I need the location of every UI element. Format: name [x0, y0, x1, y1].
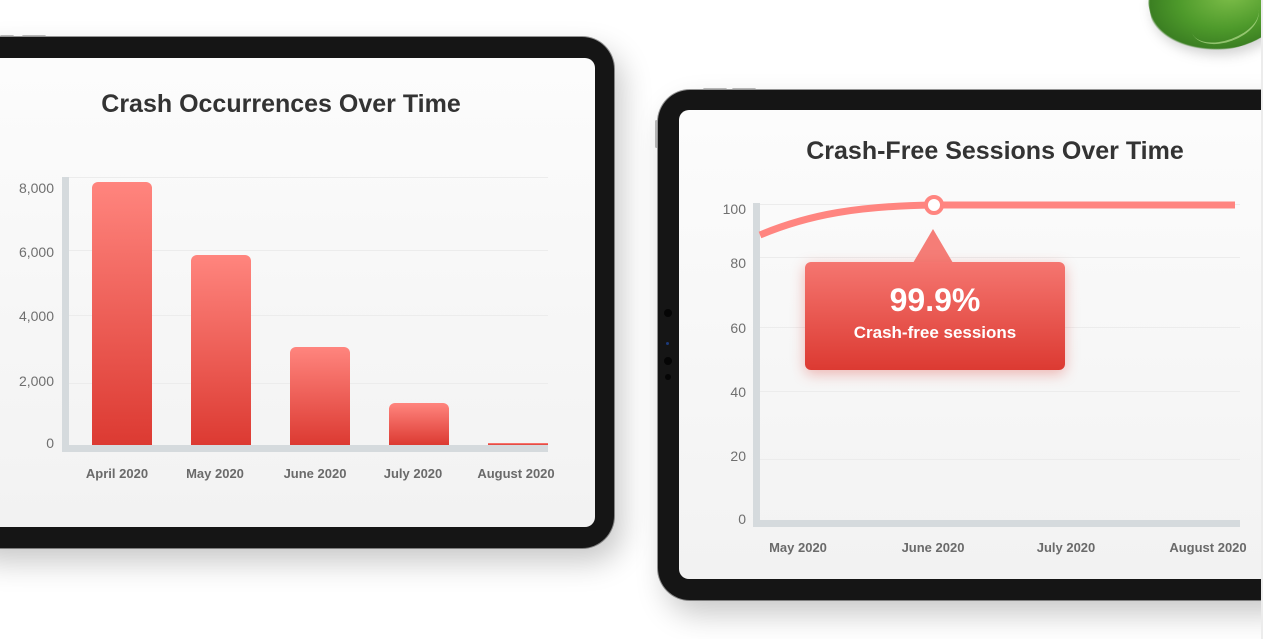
y-tick-label: 40 [730, 384, 746, 400]
tooltip-label: Crash-free sessions [853, 323, 1017, 342]
right-chart-title: Crash-Free Sessions Over Time [806, 137, 1184, 165]
y-axis [62, 177, 69, 452]
tablet-side-button [655, 120, 658, 148]
y-tick-label: 4,000 [18, 308, 54, 324]
x-tick-label: August 2020 [1169, 540, 1247, 555]
bar-august-2020[interactable] [488, 443, 548, 445]
y-tick-label: 60 [730, 320, 746, 336]
crash-free-tooltip: 99.9% Crash-free sessions [805, 262, 1065, 370]
tablet-top-button [22, 35, 46, 38]
tablet-top-button [732, 88, 756, 91]
bar-april-2020[interactable] [92, 182, 152, 445]
image-edge [1261, 0, 1263, 639]
y-tick-label: 100 [722, 201, 746, 217]
bar-june-2020[interactable] [290, 347, 350, 445]
y-tick-label: 8,000 [18, 180, 54, 196]
gridline [760, 391, 1240, 392]
gridline [760, 257, 1240, 258]
tablet-top-button [0, 35, 14, 38]
x-tick-label: May 2020 [186, 466, 244, 481]
gridline [760, 459, 1240, 460]
tooltip-pointer [913, 229, 953, 263]
camera-lens-icon [666, 342, 669, 345]
gridline [69, 250, 548, 251]
y-tick-label: 0 [46, 435, 54, 451]
y-tick-label: 20 [730, 448, 746, 464]
y-tick-label: 80 [730, 255, 746, 271]
data-point-june[interactable] [924, 195, 944, 215]
x-tick-label: April 2020 [85, 466, 149, 481]
x-tick-label: July 2020 [1036, 540, 1096, 555]
y-axis [753, 203, 760, 527]
y-tick-label: 2,000 [18, 373, 54, 389]
left-chart-title: Crash Occurrences Over Time [101, 90, 461, 118]
camera-sensor-icon [665, 374, 671, 380]
gridline [69, 177, 548, 178]
x-tick-label: June 2020 [901, 540, 965, 555]
x-axis [753, 520, 1240, 527]
x-tick-label: July 2020 [383, 466, 443, 481]
x-tick-label: May 2020 [769, 540, 827, 555]
camera-sensor-icon [664, 357, 672, 365]
y-tick-label: 6,000 [18, 244, 54, 260]
camera-sensor-icon [664, 309, 672, 317]
gridline [69, 315, 548, 316]
x-axis [62, 445, 548, 452]
bar-july-2020[interactable] [389, 403, 449, 445]
x-tick-label: June 2020 [283, 466, 347, 481]
x-tick-label: August 2020 [477, 466, 555, 481]
y-tick-label: 0 [738, 511, 746, 527]
tooltip-value: 99.9% [889, 282, 981, 318]
bar-may-2020[interactable] [191, 255, 251, 445]
tablet-top-button [703, 88, 727, 91]
